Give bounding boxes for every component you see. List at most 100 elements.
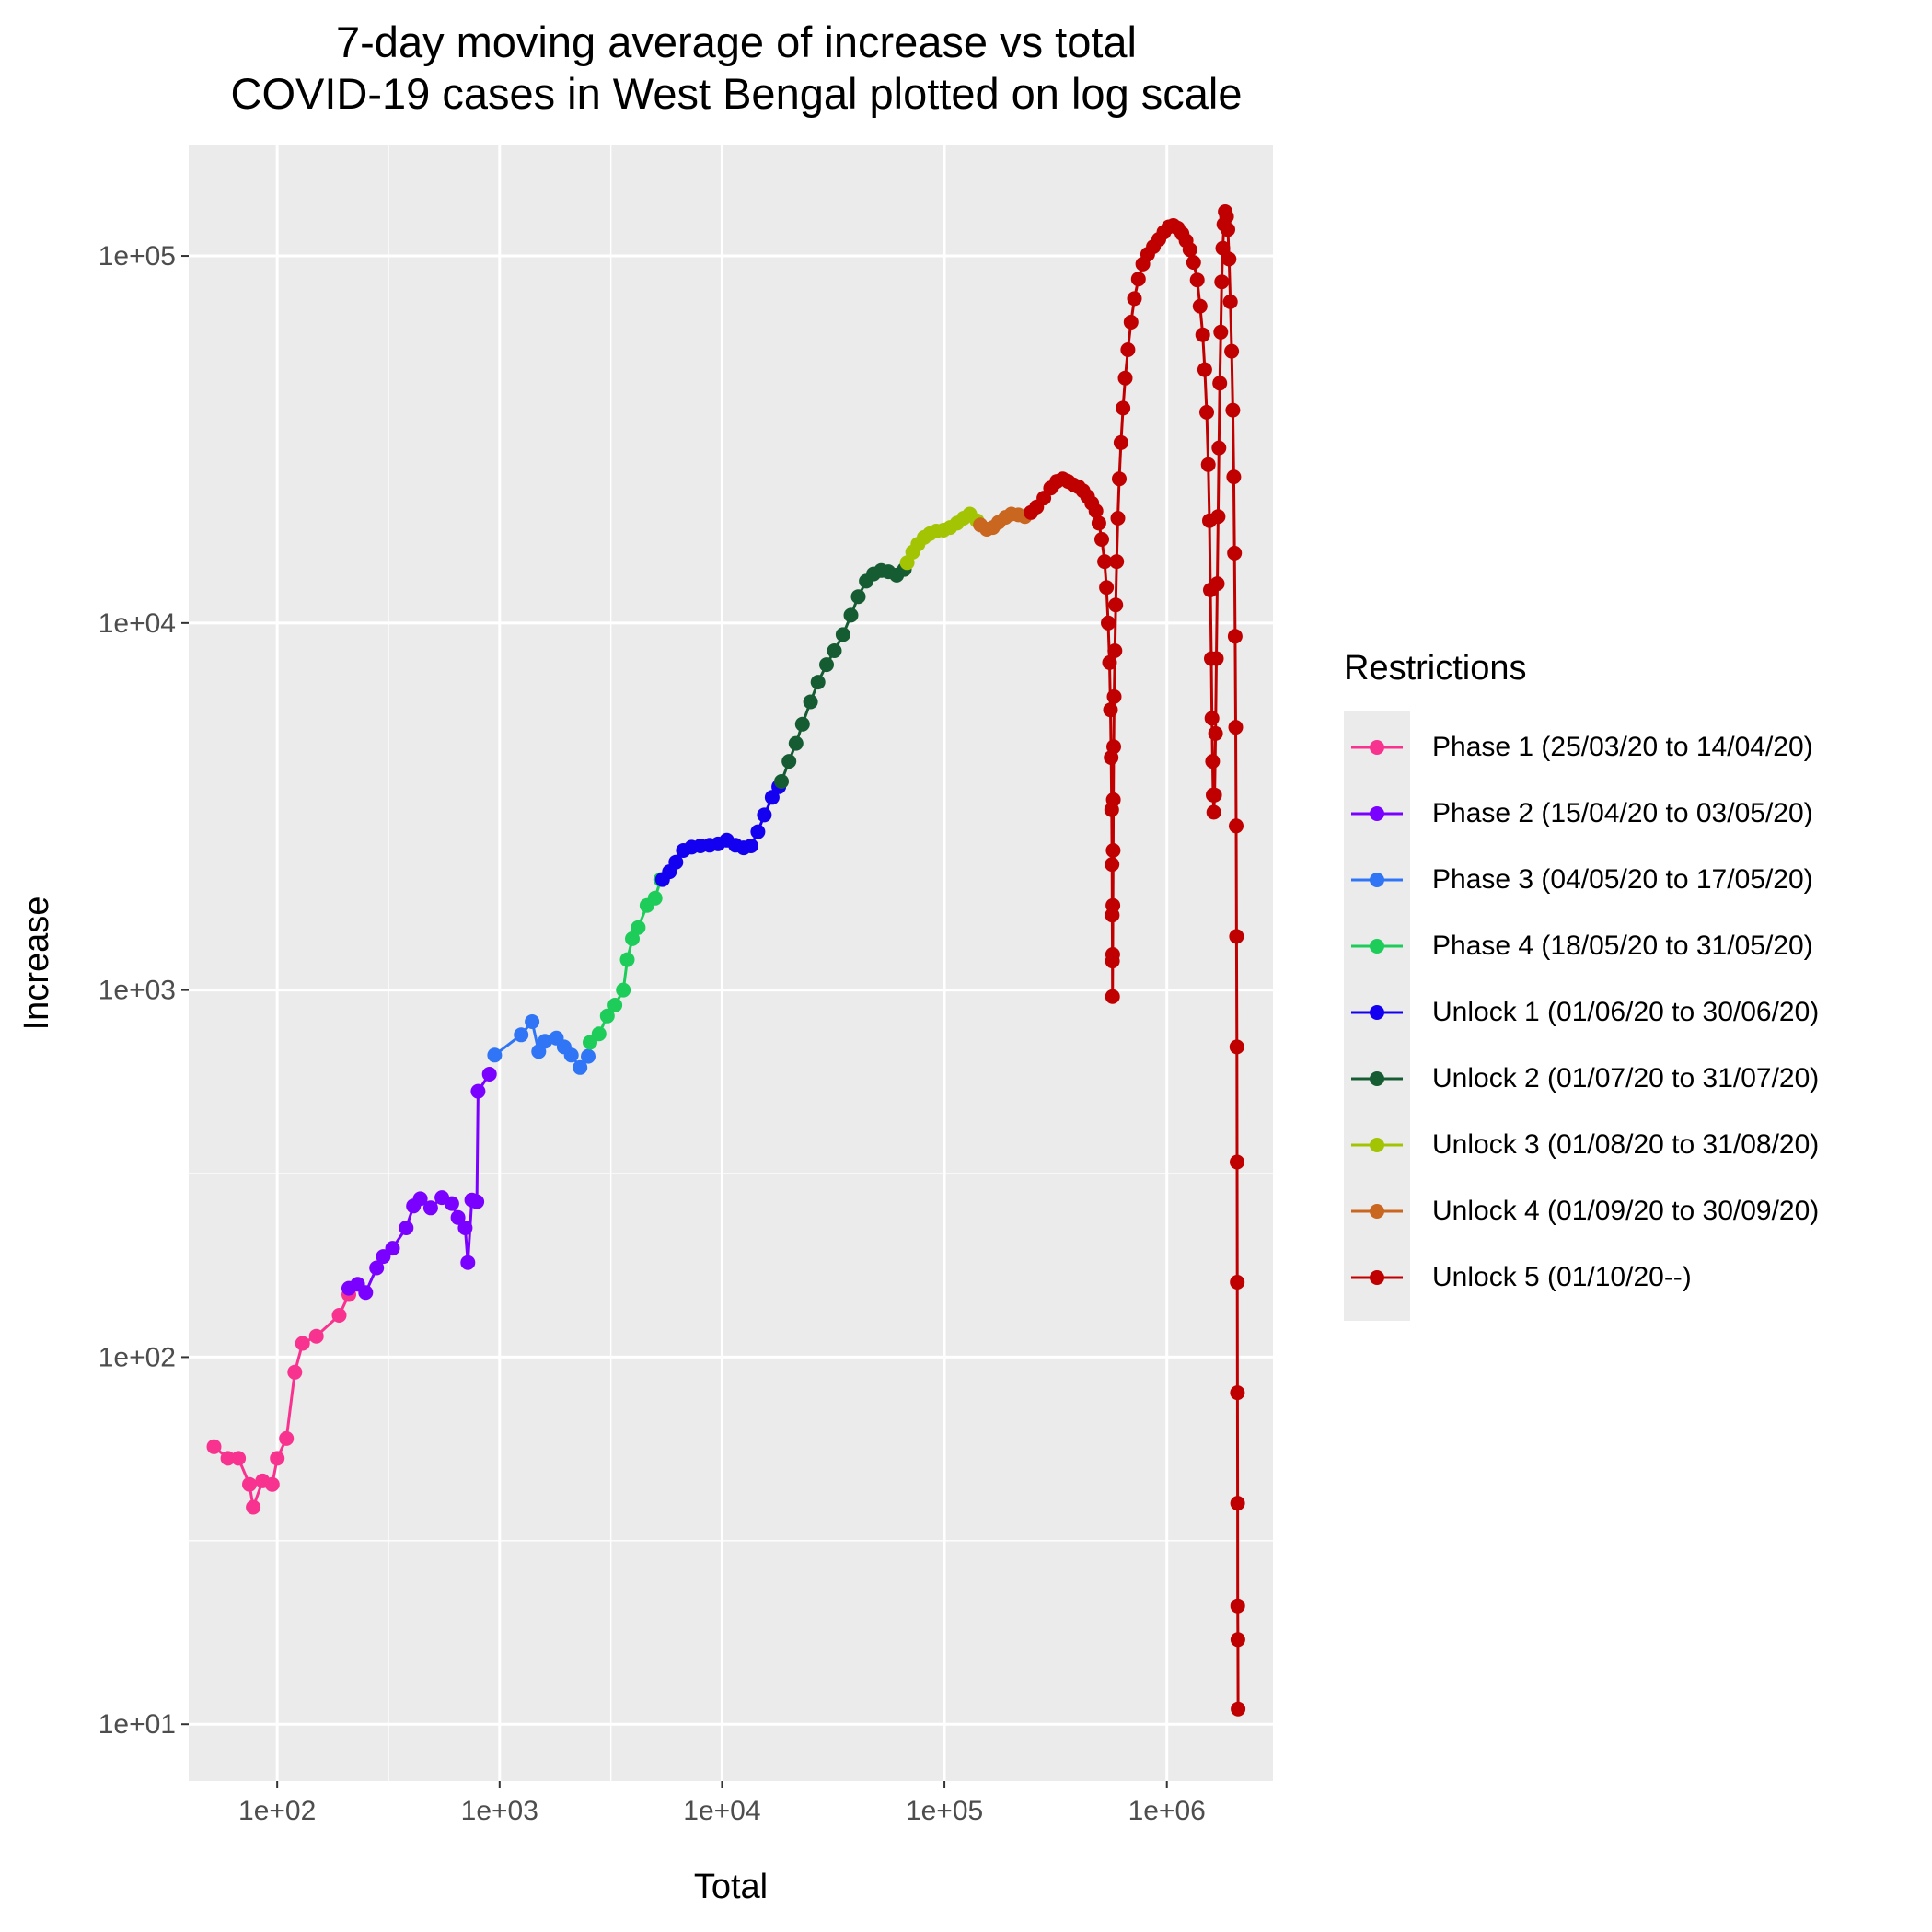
data-point: [668, 854, 684, 870]
data-point: [1214, 274, 1230, 290]
data-point: [607, 998, 623, 1012]
data-point: [1226, 469, 1242, 485]
data-point: [1105, 897, 1121, 913]
data-point: [1102, 654, 1117, 670]
plot-panel: [189, 145, 1273, 1781]
series-9: [1024, 204, 1246, 1717]
chart-title-line-2: COVID-19 cases in West Bengal plotted on…: [230, 69, 1243, 118]
data-point: [1230, 1275, 1245, 1290]
x-axis: 1e+02 1e+03 1e+04 1e+05 1e+06: [238, 1781, 1206, 1826]
data-point: [1116, 400, 1131, 416]
legend-item: Unlock 4 (01/09/20 to 30/09/20): [1344, 1178, 1819, 1244]
legend-item: Phase 2 (15/04/20 to 03/05/20): [1344, 781, 1819, 847]
data-point: [1117, 370, 1133, 386]
data-point: [525, 1014, 540, 1029]
legend-key: [1351, 1138, 1403, 1152]
data-point: [246, 1499, 261, 1515]
x-tick-label: 1e+02: [238, 1796, 316, 1826]
data-point: [1224, 343, 1240, 359]
legend-key-point: [1370, 1270, 1384, 1285]
legend-item: Unlock 5 (01/10/20--): [1344, 1244, 1819, 1311]
legend-key-point: [1370, 873, 1384, 887]
data-point: [1105, 843, 1121, 858]
series-3: [487, 1014, 596, 1075]
legend-key: [1351, 1204, 1403, 1219]
legend-label: Phase 2 (15/04/20 to 03/05/20): [1432, 798, 1813, 828]
data-point: [803, 694, 818, 710]
data-point: [1112, 471, 1127, 487]
legend-list: Phase 1 (25/03/20 to 14/04/20) Phase 2 (1…: [1344, 707, 1819, 1311]
data-point: [1127, 291, 1142, 307]
legend-label: Unlock 5 (01/10/20--): [1432, 1262, 1692, 1292]
data-point: [1197, 362, 1212, 377]
data-point: [1109, 554, 1125, 570]
data-point: [1105, 947, 1120, 962]
data-point: [470, 1083, 486, 1099]
data-point: [1189, 272, 1205, 288]
data-point: [369, 1260, 385, 1276]
legend-item: Phase 1 (25/03/20 to 14/04/20): [1344, 714, 1819, 781]
y-axis: 1e+01 1e+02 1e+03 1e+04 1e+05: [98, 241, 189, 1740]
data-point: [270, 1451, 285, 1466]
chart-title-line-1: 7-day moving average of increase vs tota…: [336, 17, 1137, 66]
legend-label: Phase 3 (04/05/20 to 17/05/20): [1432, 864, 1813, 895]
legend-key: [1351, 939, 1403, 954]
data-point: [1230, 1632, 1245, 1648]
data-point: [1130, 272, 1146, 287]
series-1: [206, 1287, 356, 1515]
series-layer: [206, 204, 1246, 1717]
data-point: [287, 1364, 303, 1380]
data-point: [1230, 1385, 1245, 1401]
data-point: [1120, 342, 1136, 357]
y-tick-label: 1e+01: [98, 1709, 176, 1740]
data-point: [616, 982, 631, 998]
data-point: [450, 1209, 466, 1225]
data-point: [1105, 792, 1121, 807]
data-point: [1231, 1701, 1246, 1717]
data-point: [1222, 294, 1238, 309]
data-point: [264, 1476, 280, 1492]
data-point: [1211, 440, 1227, 456]
data-point: [647, 890, 663, 906]
legend-key: [1351, 740, 1403, 755]
data-point: [385, 1241, 400, 1256]
data-point: [1215, 240, 1231, 256]
data-point: [1227, 545, 1243, 561]
data-point: [1108, 597, 1124, 613]
data-point: [1221, 251, 1237, 267]
data-point: [1094, 532, 1109, 547]
legend-key: [1351, 873, 1403, 887]
y-axis-title: Increase: [17, 897, 56, 1031]
data-point: [469, 1194, 485, 1209]
data-point: [1225, 402, 1241, 418]
data-point: [827, 643, 842, 658]
data-point: [206, 1439, 222, 1454]
y-tick-label: 1e+05: [98, 241, 176, 272]
data-point: [1208, 725, 1223, 741]
data-point: [457, 1221, 473, 1235]
legend-item: Unlock 3 (01/08/20 to 31/08/20): [1344, 1112, 1819, 1178]
data-point: [1229, 818, 1244, 834]
legend-key-point: [1370, 1005, 1384, 1020]
data-point: [1204, 711, 1220, 726]
data-point: [1209, 576, 1225, 592]
data-point: [1088, 503, 1104, 519]
data-point: [1099, 580, 1115, 596]
legend-key: [1351, 1071, 1403, 1086]
data-point: [764, 790, 780, 805]
data-point: [1213, 324, 1229, 340]
data-point: [1219, 209, 1234, 225]
legend-key: [1351, 1005, 1403, 1020]
data-point: [1103, 702, 1118, 718]
data-point: [1221, 222, 1235, 237]
data-point: [619, 952, 635, 967]
legend-item: Unlock 1 (01/06/20 to 30/06/20): [1344, 979, 1819, 1046]
data-point: [1186, 255, 1201, 271]
data-point: [514, 1027, 529, 1043]
data-point: [843, 607, 859, 623]
data-point: [1195, 327, 1210, 342]
data-point: [625, 931, 640, 946]
data-point: [308, 1328, 324, 1344]
data-point: [1101, 615, 1116, 631]
data-point: [1230, 1496, 1245, 1511]
